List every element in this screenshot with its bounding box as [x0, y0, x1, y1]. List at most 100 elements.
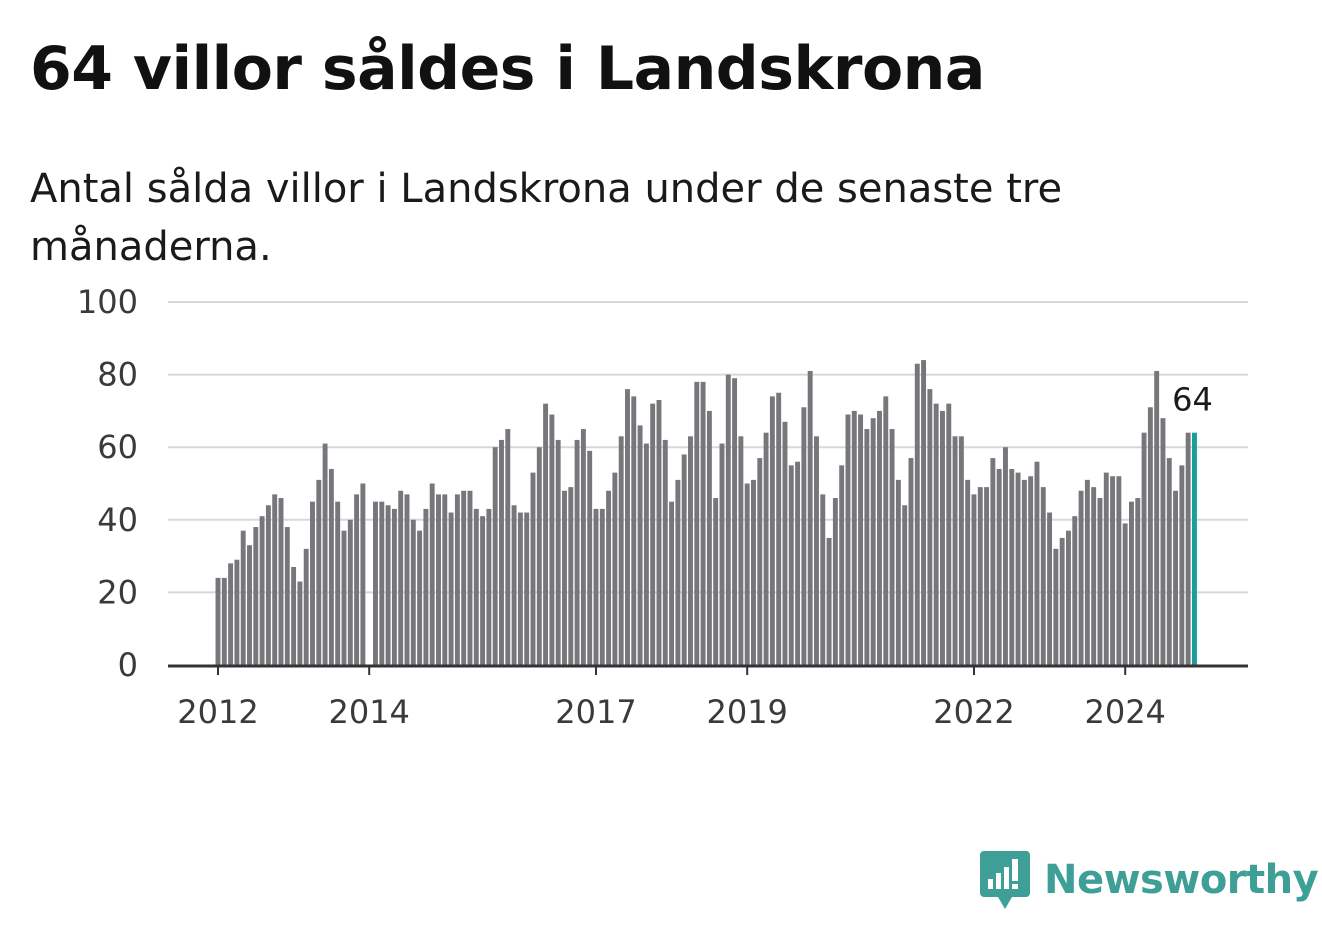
- bar: [738, 436, 744, 665]
- bar: [952, 436, 958, 665]
- y-tick-label: 60: [97, 428, 138, 466]
- bar: [499, 439, 504, 665]
- bar: [725, 374, 731, 665]
- bar: [612, 472, 618, 665]
- bar: [1059, 537, 1065, 665]
- bar: [940, 410, 945, 665]
- bar: [1072, 516, 1078, 665]
- bar: [839, 465, 845, 665]
- y-tick-label: 100: [77, 283, 138, 321]
- bar: [228, 563, 234, 665]
- bar: [316, 479, 322, 665]
- bar: [814, 436, 819, 665]
- bar: [744, 483, 750, 665]
- bar: [700, 381, 706, 665]
- bar: [549, 414, 555, 665]
- bar: [574, 439, 580, 665]
- highlight-bar: [1192, 432, 1197, 665]
- bar: [1147, 407, 1153, 665]
- bar: [713, 498, 719, 665]
- bar: [782, 421, 788, 665]
- bar: [1003, 447, 1008, 665]
- bar: [568, 487, 574, 665]
- bar: [1034, 461, 1040, 665]
- bar: [454, 494, 460, 665]
- bar: [1116, 476, 1122, 665]
- bar: [1103, 472, 1109, 665]
- bar: [832, 498, 838, 665]
- bar: [492, 447, 498, 665]
- bar: [681, 454, 687, 665]
- bar: [511, 505, 517, 665]
- bar: [751, 479, 756, 665]
- bar: [889, 429, 895, 665]
- x-tick-label: 2012: [177, 693, 258, 731]
- bar: [303, 548, 309, 665]
- bar: [265, 505, 271, 665]
- bar: [1129, 501, 1134, 665]
- bar-chart: 0 20 40 60 80 100 2012 2014 2017 2019 2022 2024 64: [77, 283, 1248, 731]
- bar: [883, 396, 889, 665]
- bar: [599, 508, 605, 665]
- bar: [1084, 479, 1090, 665]
- bar: [977, 487, 983, 665]
- bar: [215, 577, 221, 665]
- highlight-value-label: 64: [1172, 381, 1213, 419]
- bar: [776, 392, 782, 665]
- bar: [870, 418, 876, 665]
- bar: [826, 537, 832, 665]
- bar: [328, 468, 334, 665]
- bar: [448, 512, 454, 665]
- bar: [984, 487, 990, 665]
- bar: [234, 559, 240, 665]
- y-tick-label: 80: [97, 356, 138, 394]
- bar: [631, 396, 637, 665]
- bar: [291, 566, 297, 665]
- bar: [1097, 498, 1103, 665]
- bar: [801, 407, 807, 665]
- bar: [1066, 530, 1071, 665]
- logo-text: Newsworthy: [1044, 857, 1319, 903]
- bar: [877, 410, 882, 665]
- bar: [341, 530, 347, 665]
- bar: [580, 429, 586, 665]
- bar: [757, 458, 763, 665]
- bar: [1040, 487, 1046, 665]
- bar: [662, 439, 668, 665]
- bar: [1009, 468, 1015, 665]
- bar: [706, 410, 712, 665]
- bar: [221, 577, 227, 665]
- newsworthy-logo: Newsworthy: [980, 850, 1319, 910]
- bar: [927, 389, 933, 665]
- bar: [807, 370, 813, 665]
- bar: [618, 436, 624, 665]
- bar: [795, 461, 801, 665]
- bar: [625, 389, 630, 665]
- bar: [530, 472, 536, 665]
- bar: [902, 505, 908, 665]
- bar: [1154, 370, 1160, 665]
- bar: [410, 519, 416, 665]
- bar: [517, 512, 523, 665]
- bar: [650, 403, 656, 665]
- bar: [310, 501, 315, 665]
- bar: [719, 443, 725, 665]
- bar: [505, 429, 511, 665]
- bar: [1173, 490, 1179, 665]
- bar: [788, 465, 794, 665]
- bar: [606, 490, 612, 665]
- bar: [347, 519, 353, 665]
- bar: [587, 450, 593, 665]
- x-tick-label: 2017: [555, 693, 636, 731]
- bar: [391, 508, 397, 665]
- bar: [284, 527, 290, 665]
- x-tick-label: 2024: [1084, 693, 1165, 731]
- bar: [1053, 548, 1059, 665]
- bar: [1166, 458, 1172, 665]
- bar: [555, 439, 561, 665]
- bar: [562, 490, 567, 665]
- bar: [272, 494, 278, 665]
- bar: [990, 458, 996, 665]
- bar: [971, 494, 977, 665]
- bar: [1141, 432, 1147, 665]
